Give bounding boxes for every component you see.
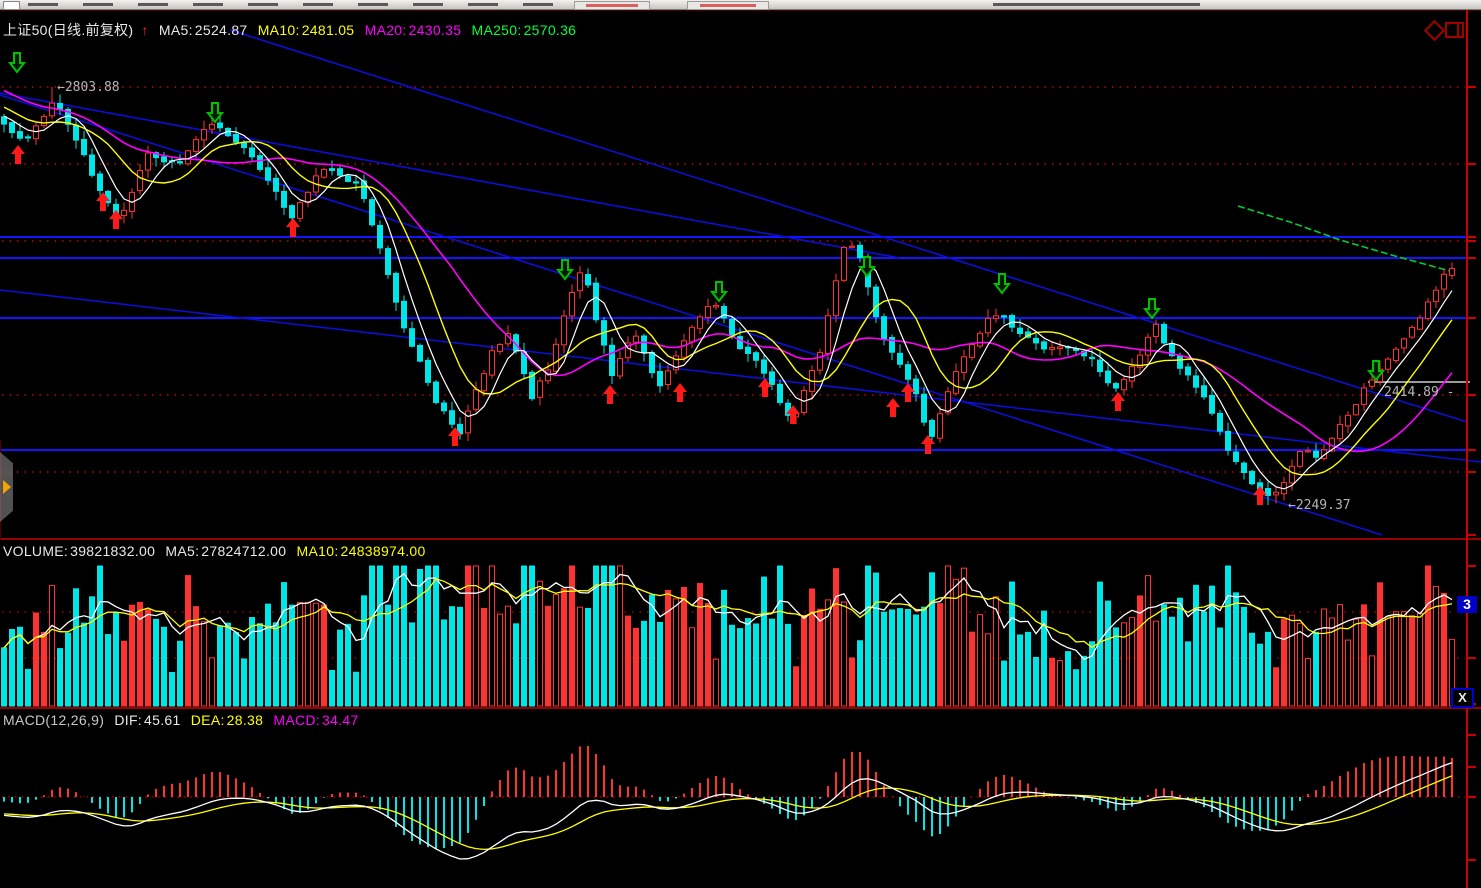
top-toolbar[interactable] xyxy=(0,0,1481,10)
macd-label: MACD: xyxy=(273,712,321,728)
toolbar-truncated-item[interactable] xyxy=(138,3,168,6)
main-pane-header: 上证50(日线.前复权) ↑ MA5: 2524.87 MA10: 2481.05 M… xyxy=(3,20,582,40)
toolbar-truncated-item[interactable] xyxy=(303,3,333,6)
macd-title: MACD(12,26,9) xyxy=(3,712,105,728)
volume-value: 39821832.00 xyxy=(70,543,156,559)
macd-value: 34.47 xyxy=(322,712,359,728)
toolbar-white-icon[interactable] xyxy=(3,1,20,10)
ma20-value: 2430.35 xyxy=(408,22,462,38)
toolbar-truncated-item[interactable] xyxy=(248,3,278,6)
volume-label: VOLUME: xyxy=(3,543,69,559)
toolbar-truncated-item[interactable] xyxy=(83,3,113,6)
toolbar-truncated-item[interactable] xyxy=(193,3,223,6)
expand-arrow-icon xyxy=(3,480,11,494)
toolbar-truncated-button[interactable] xyxy=(574,1,650,10)
macd-pane-header: MACD(12,26,9) DIF: 45.61 DEA: 28.38 MACD: 3… xyxy=(3,712,365,728)
ma10-label: MA10: xyxy=(257,22,300,38)
toolbar-truncated-button[interactable] xyxy=(687,1,769,10)
ma20-label: MA20: xyxy=(364,22,407,38)
ma250-label: MA250: xyxy=(471,22,522,38)
ma250-value: 2570.36 xyxy=(523,22,577,38)
pane-count-badge[interactable]: 3 xyxy=(1457,596,1477,613)
toolbar-truncated-item[interactable] xyxy=(413,3,443,6)
price-marker-label: 2414.89 - xyxy=(1384,385,1455,400)
toolbar-truncated-item[interactable] xyxy=(358,3,388,6)
toolbar-truncated-item[interactable] xyxy=(1068,3,1098,6)
up-arrow-icon: ↑ xyxy=(141,22,149,38)
dif-value: 45.61 xyxy=(144,712,181,728)
toolbar-truncated-item[interactable] xyxy=(523,3,553,6)
split-window-icon[interactable] xyxy=(1445,22,1464,38)
ma5-value: 2524.87 xyxy=(194,22,248,38)
toolbar-truncated-item[interactable] xyxy=(1120,3,1150,6)
vol-ma10-label: MA10: xyxy=(296,543,339,559)
toolbar-truncated-item[interactable] xyxy=(1042,3,1072,6)
toolbar-truncated-item[interactable] xyxy=(1146,3,1176,6)
toolbar-truncated-item[interactable] xyxy=(1094,3,1124,6)
pane-close-button[interactable]: X xyxy=(1451,688,1474,708)
ma10-value: 2481.05 xyxy=(301,22,355,38)
vol-ma5-label: MA5: xyxy=(165,543,200,559)
dea-value: 28.38 xyxy=(226,712,264,728)
dea-label: DEA: xyxy=(190,712,225,728)
toolbar-truncated-item[interactable] xyxy=(28,3,58,6)
low-price-annotation: ←2249.37 xyxy=(1288,498,1351,513)
toolbar-truncated-item[interactable] xyxy=(1170,3,1200,6)
toolbar-truncated-item[interactable] xyxy=(468,3,498,6)
volume-pane-header: VOLUME: 39821832.00 MA5: 27824712.00 MA10:… xyxy=(3,543,432,559)
ma5-label: MA5: xyxy=(158,22,193,38)
dif-label: DIF: xyxy=(114,712,143,728)
symbol-title: 上证50(日线.前复权) xyxy=(3,22,134,38)
toolbar-truncated-item[interactable] xyxy=(1016,3,1046,6)
vol-ma10-value: 24838974.00 xyxy=(340,543,426,559)
high-price-annotation: ←2803.88 xyxy=(57,80,120,95)
vol-ma5-value: 27824712.00 xyxy=(201,543,287,559)
panel-expander-tab[interactable] xyxy=(0,452,13,522)
toolbar-truncated-item[interactable] xyxy=(993,3,1023,6)
